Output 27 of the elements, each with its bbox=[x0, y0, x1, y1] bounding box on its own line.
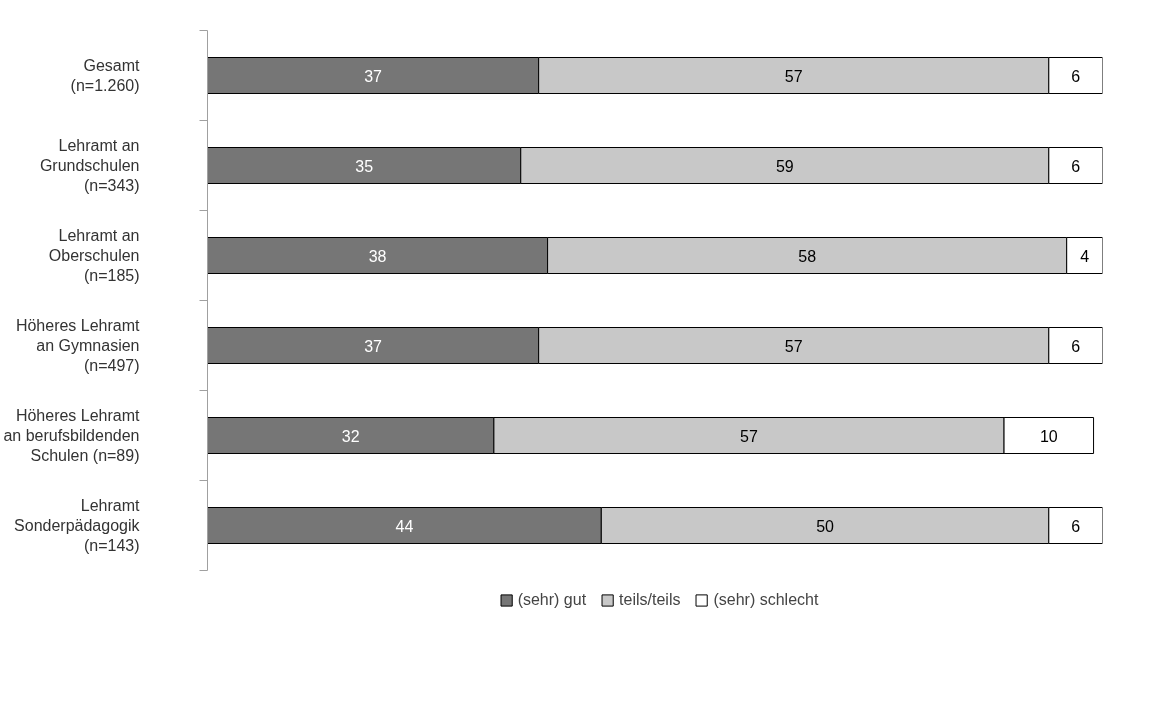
data-label: 57 bbox=[740, 427, 758, 445]
y-tick-label: Lehramt an Grundschulen (n=343) bbox=[39, 136, 140, 195]
data-label: 35 bbox=[355, 157, 374, 175]
y-tick-label: Höheres Lehramt an Gymnasien (n=497) bbox=[15, 316, 141, 375]
data-label: 4 bbox=[1080, 247, 1090, 265]
legend-label: (sehr) gut bbox=[517, 591, 587, 609]
data-label: 38 bbox=[368, 247, 387, 265]
data-label: 6 bbox=[1071, 337, 1081, 355]
data-label: 37 bbox=[364, 67, 383, 85]
y-tick-label: Lehramt an Oberschulen (n=185) bbox=[48, 226, 140, 285]
data-label: 57 bbox=[784, 67, 803, 85]
data-label: 59 bbox=[775, 157, 794, 175]
data-label: 6 bbox=[1071, 67, 1081, 85]
y-tick-label: Lehramt Sonderpädagogik (n=143) bbox=[14, 496, 141, 555]
legend-label: teils/teils bbox=[619, 591, 681, 609]
data-label: 58 bbox=[798, 247, 817, 265]
data-label: 10 bbox=[1039, 427, 1058, 445]
y-tick-label: Höheres Lehramt an berufsbildenden Schulen (n=89) bbox=[3, 406, 141, 465]
y-tick-label: Gesamt (n=1.260) bbox=[70, 56, 141, 95]
data-label: 6 bbox=[1071, 517, 1081, 535]
data-label: 37 bbox=[364, 337, 383, 355]
data-label: 50 bbox=[816, 517, 835, 535]
data-label: 32 bbox=[341, 427, 360, 445]
data-label: 44 bbox=[395, 517, 414, 535]
data-label: 57 bbox=[784, 337, 803, 355]
data-label: 6 bbox=[1071, 157, 1081, 175]
legend-label: (sehr) schlecht bbox=[713, 591, 819, 609]
